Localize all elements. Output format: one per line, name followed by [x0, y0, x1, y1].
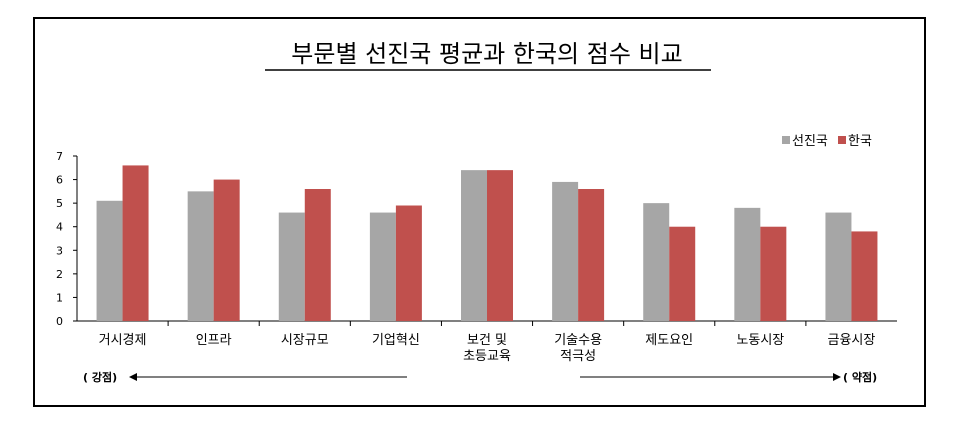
bar-korea	[851, 231, 878, 321]
bar-korea	[395, 205, 422, 321]
weakness-label: ( 약점)	[843, 370, 877, 384]
bar-advanced	[187, 191, 214, 321]
weakness-arrow-head	[833, 373, 841, 381]
bar-advanced	[96, 200, 123, 321]
x-tick-label: 기술수용 적극성	[554, 333, 602, 364]
x-axis-labels: 거시경제 인프라 시장규모 기업혁신 보건 및 초등교육 기술수용 적극성 제도요인 노동시장 금융…	[99, 333, 876, 364]
bar-advanced	[552, 181, 579, 321]
y-tick-label: 0	[56, 315, 63, 328]
x-tick-label: 제도요인	[645, 333, 693, 348]
bar-advanced	[461, 170, 487, 321]
chart-frame: 부문별 선진국 평균과 한국의 점수 비교 선진국 한국 0 1 2 3 4 5 6 7 거시…	[33, 17, 926, 407]
legend-swatch-advanced	[782, 136, 790, 144]
bar-korea	[122, 165, 149, 321]
x-tick-label: 기업혁신	[372, 333, 420, 348]
x-tick-label: 금융시장	[828, 333, 876, 348]
x-tick-label: 인프라	[196, 333, 232, 348]
x-tick-label: 거시경제	[99, 333, 147, 348]
y-tick-label: 4	[56, 221, 63, 234]
bar-advanced	[643, 203, 670, 321]
bars	[96, 165, 878, 321]
chart-svg: 부문별 선진국 평균과 한국의 점수 비교 선진국 한국 0 1 2 3 4 5 6 7 거시…	[56, 40, 897, 384]
bar-korea	[304, 189, 331, 321]
strength-weakness-annotations: ( 강점) ( 약점)	[83, 370, 877, 384]
x-tick-label: 시장규모	[281, 333, 329, 348]
y-tick-label: 5	[56, 197, 63, 210]
y-tick-label: 1	[56, 291, 63, 304]
bar-advanced	[278, 212, 305, 321]
bar-advanced	[369, 212, 396, 321]
strength-arrow-head	[129, 373, 137, 381]
bar-advanced	[734, 207, 761, 321]
x-tick-label: 노동시장	[736, 333, 784, 348]
bar-korea	[669, 226, 696, 321]
strength-label: ( 강점)	[83, 370, 117, 384]
x-tick-label: 보건 및 초등교육	[463, 333, 511, 364]
bar-korea	[760, 226, 787, 321]
y-tick-label: 3	[56, 244, 63, 257]
bar-advanced	[825, 212, 852, 321]
bar-korea	[578, 189, 605, 321]
legend-label-korea: 한국	[848, 134, 872, 149]
bar-korea	[487, 170, 513, 321]
legend-label-advanced: 선진국	[792, 134, 828, 149]
y-tick-label: 6	[56, 174, 63, 187]
y-tick-label: 2	[56, 268, 63, 281]
bar-korea	[213, 179, 240, 321]
y-tick-label: 7	[56, 150, 63, 163]
legend: 선진국 한국	[782, 134, 872, 149]
legend-swatch-korea	[838, 136, 846, 144]
chart-title: 부문별 선진국 평균과 한국의 점수 비교	[291, 40, 682, 68]
